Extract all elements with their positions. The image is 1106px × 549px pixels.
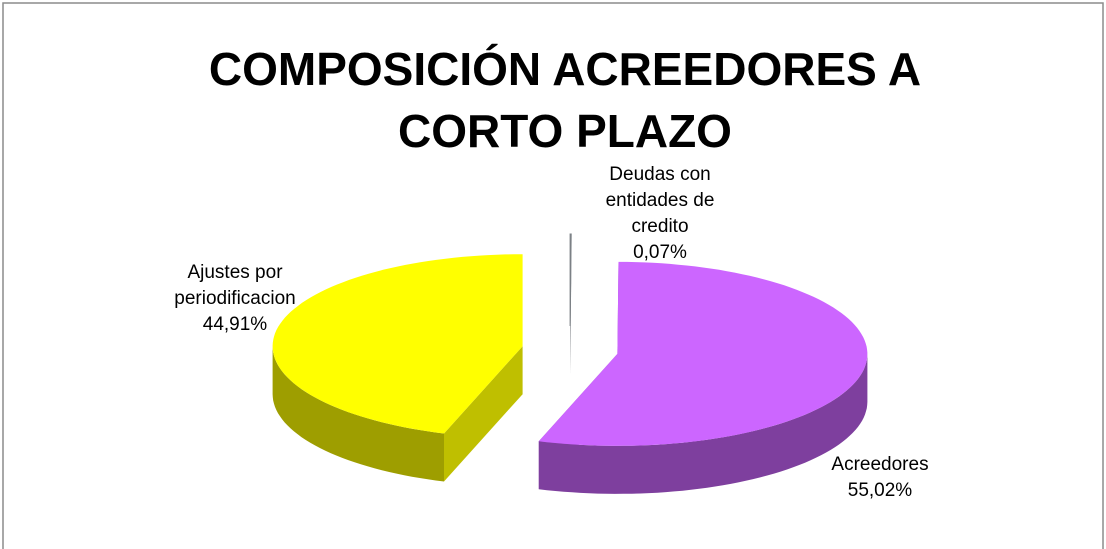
slice-wall <box>444 346 523 482</box>
slice-label: Ajustes por periodificacion 44,91% <box>150 260 320 338</box>
value-label: 0,07% <box>633 242 687 263</box>
slice <box>272 254 523 434</box>
chart-title: COMPOSICIÓN ACREEDORES A CORTO PLAZO <box>208 43 922 157</box>
value-label: 55,02% <box>847 480 913 501</box>
slice-rim <box>272 346 444 482</box>
slice <box>538 261 868 446</box>
category-label: Acreedores <box>831 454 929 475</box>
slice-label: Acreedores 55,02% <box>805 452 955 504</box>
value-label: 44,91% <box>202 314 268 335</box>
category-label: Ajustes por periodificacion <box>174 262 296 309</box>
slice-rim <box>538 353 868 494</box>
slice <box>569 233 572 327</box>
slice-label: Deudas con entidades de credito 0,07% <box>585 162 735 266</box>
category-label: Deudas con entidades de credito <box>605 164 715 237</box>
